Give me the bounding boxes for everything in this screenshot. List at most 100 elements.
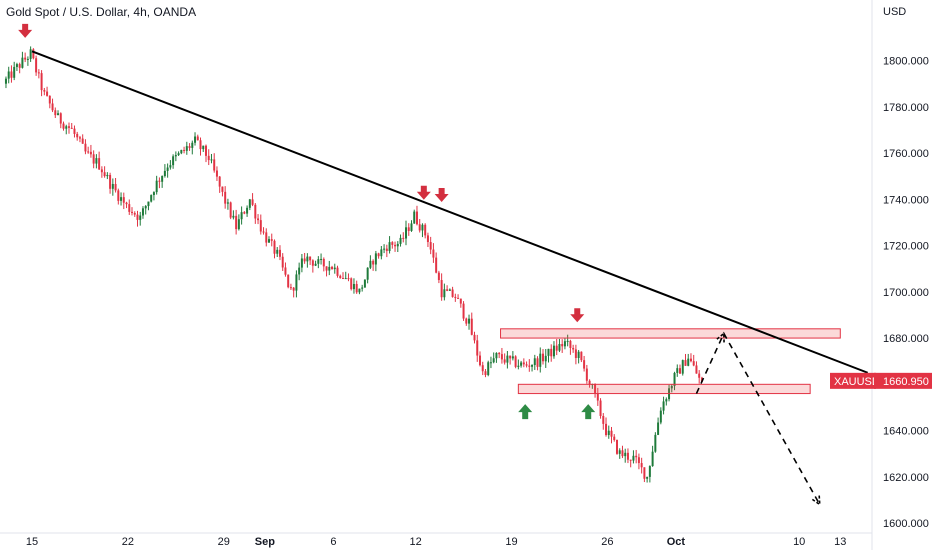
candle-body	[352, 283, 355, 290]
candle-body	[292, 287, 295, 291]
y-tick-label: 1780.000	[883, 102, 929, 114]
candle-body	[70, 127, 73, 129]
candle-body	[73, 128, 76, 134]
candle-body	[396, 243, 399, 247]
candle-body	[465, 318, 468, 324]
candle-body	[462, 303, 465, 319]
candle-body	[665, 399, 668, 402]
candle-body	[415, 211, 418, 225]
candle-body	[577, 351, 580, 358]
support-resistance-zone	[500, 328, 841, 339]
candle-body	[506, 355, 509, 363]
y-tick-label: 1640.000	[883, 426, 929, 438]
candle-body	[300, 258, 303, 268]
candle-body	[555, 345, 558, 351]
candle-body	[257, 218, 260, 221]
candle-body	[243, 212, 246, 214]
candle-body	[306, 256, 309, 262]
candle-body	[624, 452, 627, 457]
candle-body	[383, 248, 386, 250]
candle-body	[67, 126, 70, 128]
candle-body	[522, 362, 525, 365]
candle-body	[254, 204, 257, 219]
trendline	[31, 50, 869, 374]
candle-body	[662, 401, 665, 411]
candle-body	[215, 170, 218, 177]
candle-body	[394, 244, 397, 247]
candle-body	[65, 126, 68, 129]
candle-body	[454, 296, 457, 298]
candle-body	[13, 66, 16, 78]
candle-body	[358, 288, 361, 293]
candle-body	[640, 463, 643, 468]
candle-body	[391, 242, 394, 245]
candle-body	[517, 365, 520, 367]
candle-body	[520, 362, 523, 366]
candle-body	[202, 145, 205, 150]
candle-body	[610, 430, 613, 437]
candle-body	[692, 361, 695, 366]
candle-body	[413, 211, 416, 224]
candle-body	[84, 143, 87, 152]
candle-body	[232, 215, 235, 218]
candle-body	[246, 207, 249, 214]
candle-body	[377, 253, 380, 257]
candle-body	[531, 365, 534, 367]
candle-body	[188, 146, 191, 148]
candle-body	[136, 214, 139, 220]
candle-body	[437, 272, 440, 281]
candle-body	[21, 57, 24, 68]
candle-body	[599, 400, 602, 416]
candle-body	[468, 318, 471, 324]
candle-body	[498, 352, 501, 355]
candle-body	[100, 169, 103, 173]
candle-body	[303, 258, 306, 262]
candle-body	[689, 358, 692, 362]
x-tick-label: Sep	[255, 536, 275, 548]
candle-body	[347, 278, 350, 280]
candle-body	[114, 183, 117, 191]
candle-body	[457, 297, 460, 299]
candle-body	[355, 283, 358, 293]
candle-body	[673, 372, 676, 387]
candle-body	[161, 176, 164, 182]
candle-body	[648, 466, 651, 477]
candle-body	[361, 287, 364, 289]
candle-body	[500, 354, 503, 360]
candle-body	[363, 279, 366, 288]
candle-body	[539, 353, 542, 367]
candle-body	[596, 393, 599, 401]
projection-arrowhead-down	[811, 495, 821, 507]
candle-body	[270, 239, 273, 241]
candle-body	[133, 212, 136, 215]
candle-body	[643, 467, 646, 479]
candle-body	[131, 211, 134, 213]
candle-body	[122, 197, 125, 203]
candle-body	[18, 64, 21, 68]
candle-body	[106, 174, 109, 177]
candle-body	[248, 199, 251, 208]
candle-body	[213, 159, 216, 171]
candle-body	[402, 237, 405, 239]
candle-body	[369, 260, 372, 268]
candle-body	[410, 223, 413, 231]
candle-body	[139, 215, 142, 220]
candle-body	[542, 353, 545, 362]
candle-body	[585, 368, 588, 381]
candle-body	[341, 278, 344, 280]
candle-body	[621, 450, 624, 457]
candle-body	[594, 384, 597, 394]
candle-body	[681, 360, 684, 374]
candle-body	[54, 110, 57, 116]
x-tick-label: 26	[601, 536, 613, 548]
down-arrow-icon	[570, 308, 585, 323]
candle-body	[37, 72, 40, 74]
y-tick-label: 1680.000	[883, 333, 929, 345]
candle-body	[336, 267, 339, 276]
last-price-label: 1660.950	[883, 376, 929, 388]
candle-body	[385, 248, 388, 251]
candle-body	[325, 266, 328, 271]
candle-body	[278, 249, 281, 257]
candle-body	[166, 167, 169, 171]
